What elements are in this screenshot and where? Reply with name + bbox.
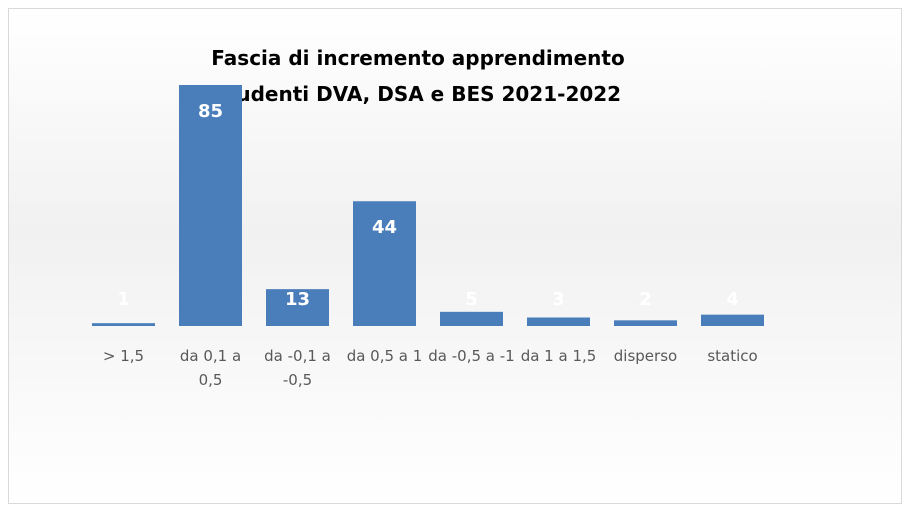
chart-title: Fascia di incremento apprendimento stude… [211,46,625,106]
x-tick-label: disperso [613,347,678,365]
bar [614,320,677,326]
x-tick-label: da 1 a 1,5 [520,347,597,365]
chart-area [8,8,902,504]
value-label: 5 [465,289,478,310]
x-tick-label: da -0,1 a -0,5 [264,347,331,389]
bar [179,85,242,326]
bar [92,323,155,326]
x-tick-label: > 1,5 [102,347,145,365]
value-label: 44 [372,217,397,238]
bar [701,314,764,326]
x-tick-label: statico [707,347,758,365]
value-label: 1 [117,289,130,310]
bar [440,311,503,326]
value-label: 85 [198,101,223,122]
value-label: 13 [285,289,310,310]
x-tick-label: da 0,5 a 1 [346,347,423,365]
value-label: 2 [639,289,652,310]
bar [266,289,329,326]
value-label: 3 [552,289,565,310]
x-tick-label: da -0,5 a -1 [428,347,515,365]
bar [353,201,416,326]
x-tick-label: da 0,1 a 0,5 [179,347,242,389]
value-label: 4 [726,289,739,310]
bar [527,317,590,326]
